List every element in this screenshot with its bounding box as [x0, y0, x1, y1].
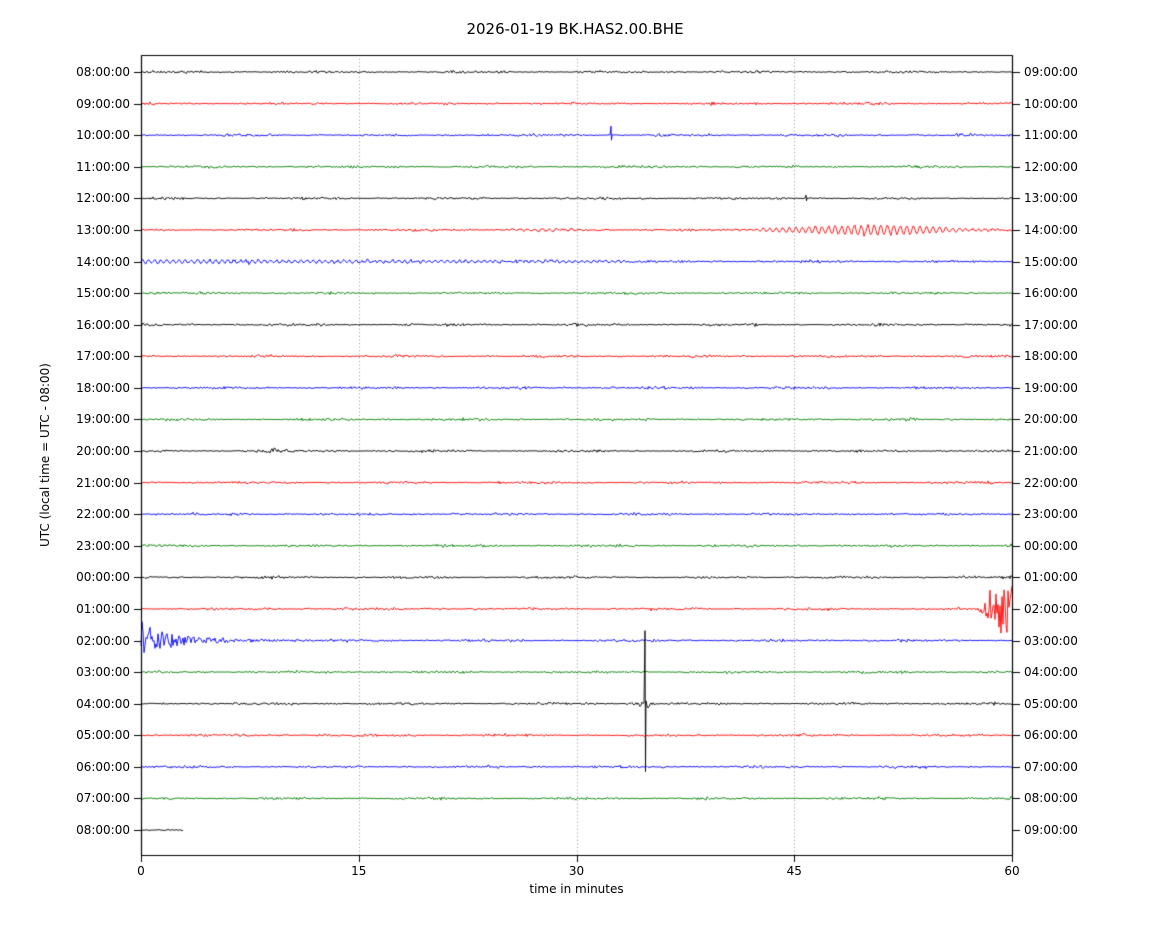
- x-tick-label: 15: [351, 864, 367, 878]
- y-tick-label-right: 05:00:00: [1024, 696, 1078, 711]
- y-tick-label-right: 17:00:00: [1024, 317, 1078, 332]
- y-tick-label-right: 03:00:00: [1024, 633, 1078, 648]
- y-tick-label-utc-left: 08:00:00: [76, 823, 130, 837]
- y-tick-label-utc-left: 23:00:00: [76, 538, 130, 553]
- y-tick-label-right: 07:00:00: [1024, 759, 1078, 774]
- y-tick-label-utc-left: 10:00:00: [76, 128, 130, 143]
- x-tick-label: 30: [568, 864, 585, 878]
- y-tick-label-right: 19:00:00: [1024, 380, 1078, 395]
- x-tick-label: 0: [137, 864, 145, 878]
- y-tick-label-right: 13:00:00: [1024, 191, 1078, 206]
- y-tick-label-utc-left: 13:00:00: [76, 222, 130, 237]
- y-tick-label-utc-left: 20:00:00: [76, 444, 130, 458]
- y-tick-label-utc-left: 18:00:00: [76, 380, 130, 395]
- x-tick-label: 60: [1004, 864, 1020, 878]
- y-tick-label-right: 21:00:00: [1024, 444, 1078, 458]
- x-axis-label: time in minutes: [529, 882, 624, 896]
- y-tick-label-utc-left: 01:00:00: [76, 601, 130, 616]
- y-tick-label-utc-left: 17:00:00: [76, 349, 130, 364]
- y-tick-label-utc-left: 22:00:00: [76, 507, 130, 522]
- y-tick-label-utc-left: 15:00:00: [76, 286, 130, 301]
- y-tick-label-right: 18:00:00: [1024, 349, 1078, 364]
- y-tick-label-right: 15:00:00: [1024, 254, 1078, 269]
- y-tick-label-utc-left: 21:00:00: [76, 475, 130, 490]
- y-tick-label-right: 09:00:00: [1024, 823, 1078, 837]
- y-tick-label-utc-left: 16:00:00: [76, 317, 130, 332]
- y-tick-label-right: 23:00:00: [1024, 507, 1078, 522]
- y-tick-label-right: 06:00:00: [1024, 728, 1078, 743]
- y-tick-label-utc-left: 09:00:00: [76, 96, 130, 111]
- y-tick-label-right: 00:00:00: [1024, 538, 1078, 553]
- y-tick-label-utc-left: 12:00:00: [76, 191, 130, 206]
- y-tick-label-right: 11:00:00: [1024, 128, 1078, 143]
- y-tick-label-right: 09:00:00: [1024, 65, 1078, 79]
- y-tick-label-utc-left: 05:00:00: [76, 728, 130, 743]
- y-tick-label-utc-left: 04:00:00: [76, 696, 130, 711]
- y-tick-label-right: 14:00:00: [1024, 222, 1078, 237]
- x-tick-label: 45: [786, 864, 802, 878]
- y-tick-label-utc-left: 03:00:00: [76, 665, 130, 680]
- y-tick-label-right: 12:00:00: [1024, 159, 1078, 174]
- y-tick-label-utc-left: 14:00:00: [76, 254, 130, 269]
- y-tick-label-right: 08:00:00: [1024, 791, 1078, 806]
- y-tick-label-utc-left: 11:00:00: [76, 159, 130, 174]
- y-tick-label-right: 02:00:00: [1024, 601, 1078, 616]
- y-tick-label-utc-left: 08:00:00: [76, 65, 130, 79]
- y-tick-label-utc-left: 19:00:00: [76, 412, 130, 427]
- y-tick-label-right: 01:00:00: [1024, 570, 1078, 585]
- y-tick-label-utc-left: 06:00:00: [76, 759, 130, 774]
- y-tick-label-right: 22:00:00: [1024, 475, 1078, 490]
- y-tick-label-right: 20:00:00: [1024, 412, 1078, 427]
- y-tick-label-right: 16:00:00: [1024, 286, 1078, 301]
- y-tick-label-right: 04:00:00: [1024, 665, 1078, 680]
- y-tick-label-utc-left: 00:00:00: [76, 570, 130, 585]
- y-tick-label-utc-left: 02:00:00: [76, 633, 130, 648]
- y-tick-label-right: 10:00:00: [1024, 96, 1078, 111]
- y-tick-label-utc-left: 07:00:00: [76, 791, 130, 806]
- chart-title: 2026-01-19 BK.HAS2.00.BHE: [466, 20, 684, 38]
